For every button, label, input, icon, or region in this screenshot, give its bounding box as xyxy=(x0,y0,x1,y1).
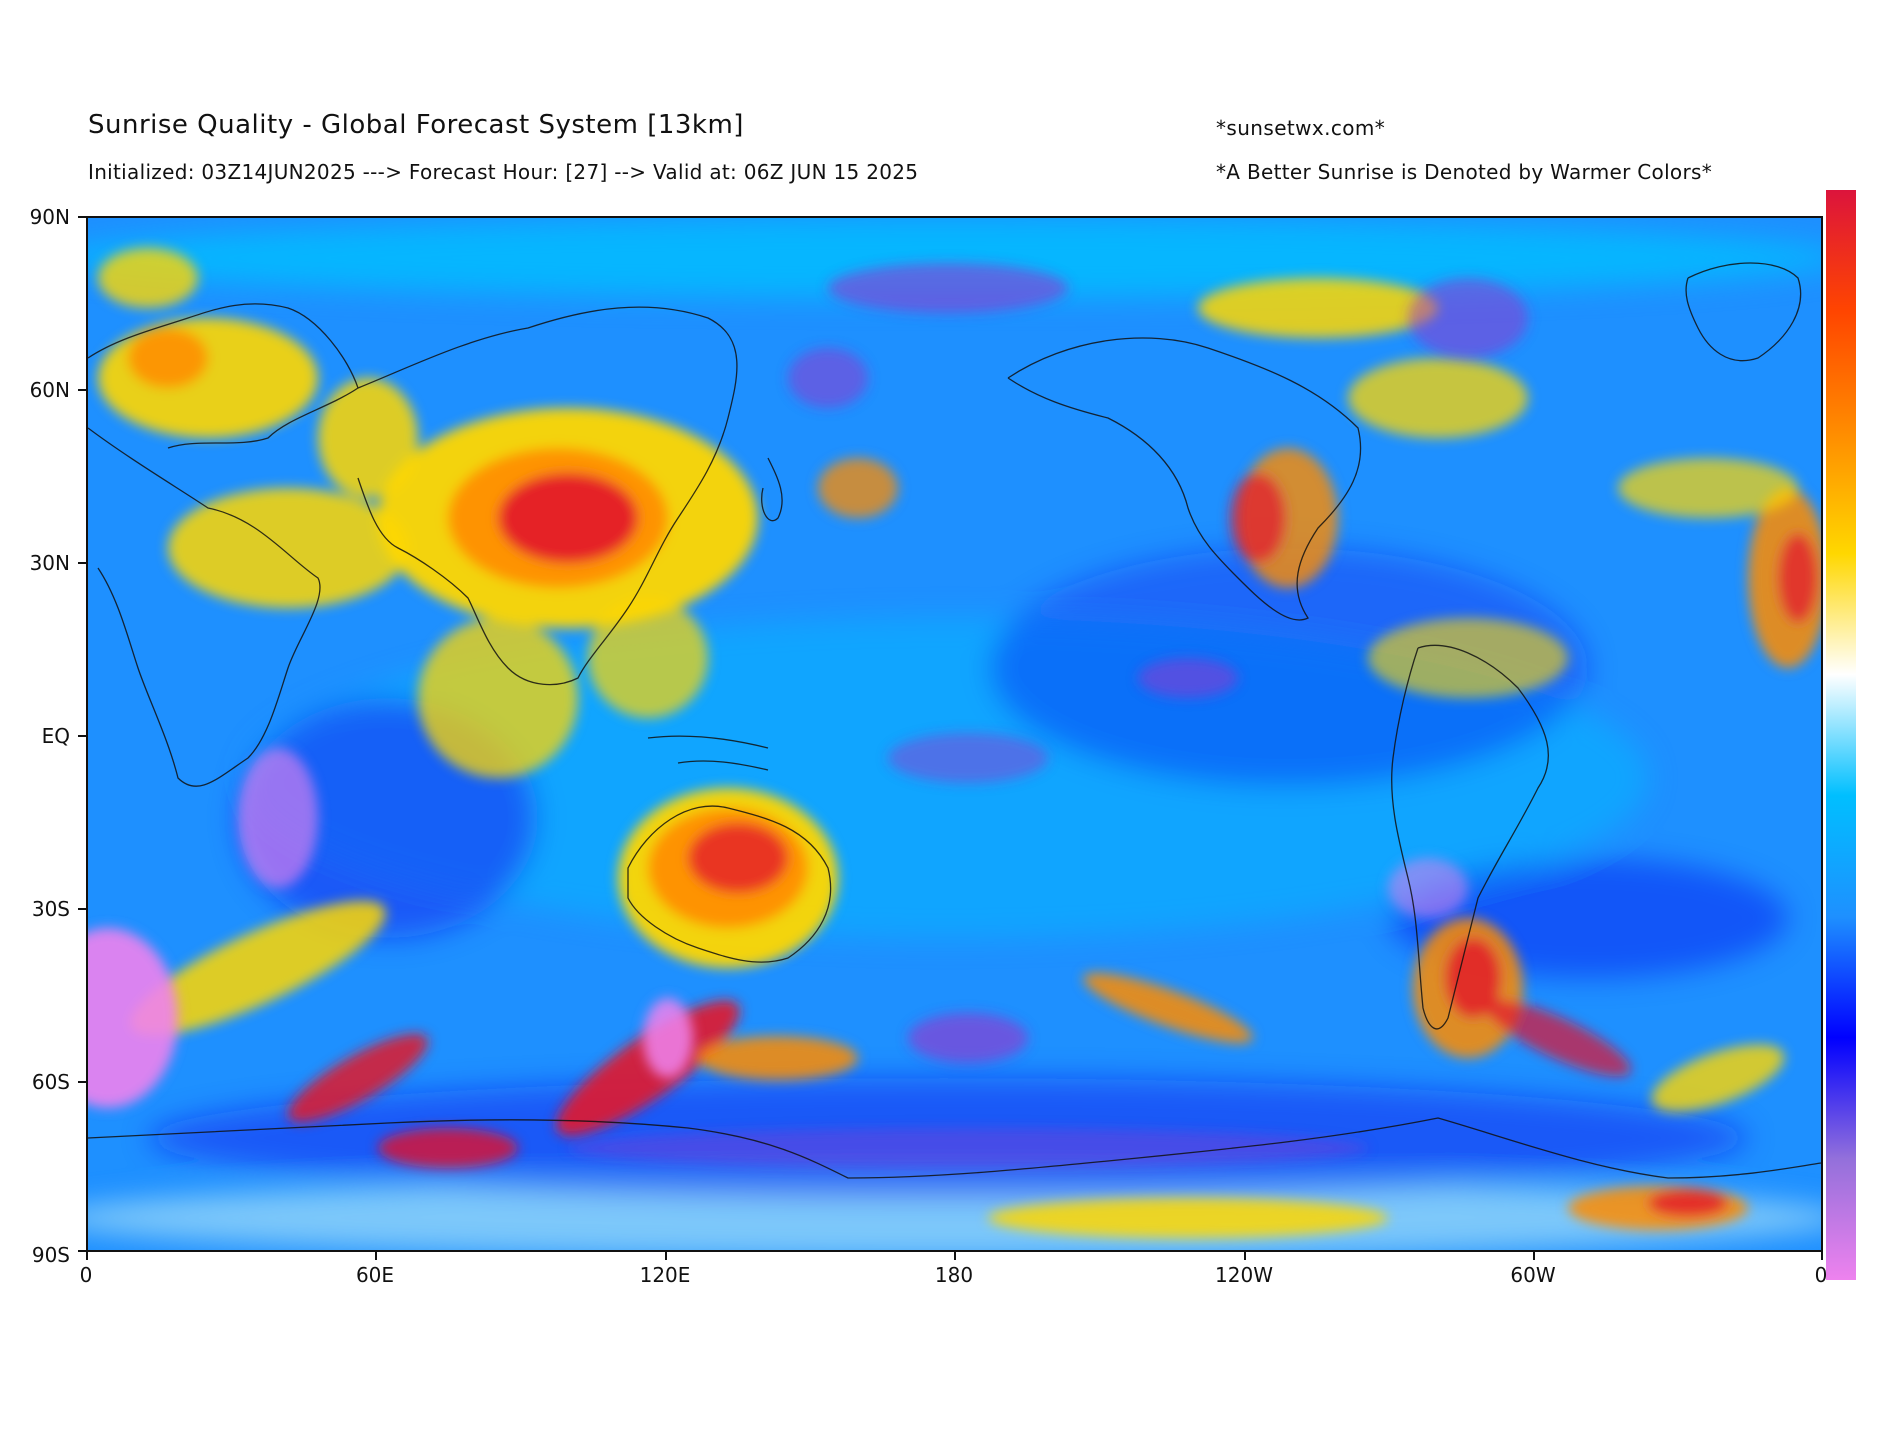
map-canvas xyxy=(88,218,1821,1250)
lon-tick-label: 60E xyxy=(355,1263,395,1287)
lon-tick-label: 0 xyxy=(79,1263,93,1287)
lon-tick-label: 120W xyxy=(1215,1263,1273,1287)
lon-tick-mark xyxy=(1244,1252,1246,1260)
lon-tick-mark xyxy=(375,1252,377,1260)
lon-tick-mark xyxy=(86,1252,88,1260)
forecast-map[interactable] xyxy=(86,216,1823,1252)
lon-tick-label: 60W xyxy=(1510,1263,1556,1287)
lon-tick-label: 0 xyxy=(1814,1263,1828,1287)
lat-tick-mark xyxy=(78,908,86,910)
lat-tick-label: EQ xyxy=(41,724,70,748)
lon-tick-mark xyxy=(954,1252,956,1260)
forecast-subtitle: Initialized: 03Z14JUN2025 ---> Forecast … xyxy=(88,160,919,184)
lon-tick-mark xyxy=(665,1252,667,1260)
color-note: *A Better Sunrise is Denoted by Warmer C… xyxy=(1216,160,1713,184)
lon-tick-mark xyxy=(1821,1252,1823,1260)
lon-tick-mark xyxy=(1533,1252,1535,1260)
lat-tick-mark xyxy=(78,1081,86,1083)
lon-tick-label: 120E xyxy=(639,1263,691,1287)
lat-tick-label: 30S xyxy=(31,897,70,921)
colorbar-gradient xyxy=(1826,190,1856,1280)
lat-tick-mark xyxy=(78,389,86,391)
lat-tick-label: 60S xyxy=(31,1070,70,1094)
colorbar xyxy=(1826,190,1856,1280)
coastline-layer xyxy=(88,262,1821,1179)
violet-region-layer xyxy=(88,263,1528,1168)
lat-tick-mark xyxy=(78,216,86,218)
lat-tick-mark xyxy=(78,735,86,737)
lat-tick-label: 60N xyxy=(29,378,70,402)
lat-tick-label: 30N xyxy=(29,551,70,575)
lon-tick-label: 180 xyxy=(934,1263,974,1287)
weather-field-layer xyxy=(88,218,1821,1250)
lat-tick-label: 90N xyxy=(29,205,70,229)
lat-tick-mark xyxy=(78,562,86,564)
lat-tick-mark xyxy=(78,1250,86,1252)
site-credit: *sunsetwx.com* xyxy=(1216,116,1386,140)
warm-region-layer xyxy=(98,248,1821,1238)
lat-tick-label: 90S xyxy=(31,1243,70,1267)
map-title: Sunrise Quality - Global Forecast System… xyxy=(88,110,744,140)
